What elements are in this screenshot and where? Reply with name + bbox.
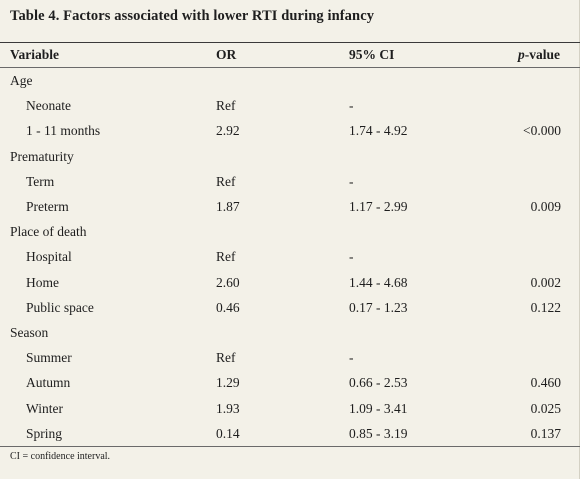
cell-variable: Term — [26, 173, 55, 189]
header-variable: Variable — [10, 47, 60, 62]
group-row: Prematurity — [0, 144, 580, 169]
header-or: OR — [216, 47, 237, 62]
cell-variable: Spring — [26, 425, 63, 441]
cell-or: 1.29 — [216, 375, 240, 391]
cell-or: 2.60 — [216, 274, 240, 290]
cell-ci: - — [349, 350, 354, 366]
cell-or: Ref — [216, 173, 236, 189]
table-footnote: CI = confidence interval. — [10, 451, 111, 462]
cell-variable: Place of death — [10, 224, 87, 240]
header-p-suffix: -value — [524, 47, 560, 62]
cell-variable: Hospital — [26, 249, 72, 265]
cell-or: Ref — [216, 98, 236, 114]
table-row: Home 2.60 1.44 - 4.68 0.002 — [0, 270, 580, 295]
cell-p-value: 0.002 — [530, 274, 561, 290]
table-title: Table 4. Factors associated with lower R… — [10, 8, 375, 24]
cell-variable: Winter — [26, 400, 63, 416]
cell-variable: Preterm — [26, 199, 69, 214]
cell-ci: 1.17 - 2.99 — [349, 199, 408, 214]
cell-ci: - — [349, 173, 354, 189]
table-row: Summer Ref - — [0, 345, 580, 370]
table-row: Preterm 1.87 1.17 - 2.99 0.009 — [0, 194, 580, 219]
cell-or: 1.93 — [216, 400, 240, 416]
cell-ci: 1.09 - 3.41 — [349, 400, 408, 416]
cell-p-value: 0.025 — [530, 400, 561, 416]
header-ci: 95% CI — [349, 47, 395, 62]
cell-ci: - — [349, 249, 354, 265]
table-row: Neonate Ref - — [0, 93, 580, 118]
cell-variable: 1 - 11 months — [26, 123, 101, 139]
header-rule — [0, 67, 580, 68]
cell-ci: 0.66 - 2.53 — [349, 375, 408, 391]
cell-ci: - — [349, 98, 354, 114]
group-row: Age — [0, 68, 580, 93]
top-rule — [0, 42, 580, 43]
cell-or: Ref — [216, 350, 236, 366]
cell-variable: Season — [10, 325, 49, 340]
cell-or: 0.46 — [216, 299, 240, 315]
cell-p-value: 0.460 — [530, 375, 561, 391]
cell-p-value: 0.137 — [530, 425, 561, 441]
cell-ci: 0.85 - 3.19 — [349, 425, 408, 441]
cell-or: 2.92 — [216, 123, 240, 139]
cell-ci: 1.74 - 4.92 — [349, 123, 408, 139]
table-row: Hospital Ref - — [0, 244, 580, 269]
cell-variable: Autumn — [26, 375, 71, 391]
cell-or: Ref — [216, 249, 236, 265]
header-p-italic: p — [518, 47, 525, 62]
cell-variable: Neonate — [26, 98, 71, 114]
cell-p-value: <0.000 — [523, 123, 561, 139]
table-row: Spring 0.14 0.85 - 3.19 0.137 — [0, 421, 580, 446]
cell-ci: 1.44 - 4.68 — [349, 274, 408, 290]
cell-variable: Summer — [26, 350, 72, 366]
bottom-rule — [0, 446, 580, 447]
table-row: Winter 1.93 1.09 - 3.41 0.025 — [0, 396, 580, 421]
cell-ci: 0.17 - 1.23 — [349, 299, 408, 315]
cell-variable: Home — [26, 274, 59, 290]
group-row: Place of death — [0, 219, 580, 244]
table-row: Term Ref - — [0, 169, 580, 194]
table-row: Autumn 1.29 0.66 - 2.53 0.460 — [0, 370, 580, 395]
table-row: 1 - 11 months 2.92 1.74 - 4.92 <0.000 — [0, 118, 580, 143]
table-row: Public space 0.46 0.17 - 1.23 0.122 — [0, 295, 580, 320]
cell-variable: Age — [10, 73, 33, 88]
header-p-value: p-value — [518, 44, 560, 66]
cell-variable: Public space — [26, 299, 94, 315]
cell-or: 0.14 — [216, 425, 240, 441]
cell-variable: Prematurity — [10, 148, 74, 164]
cell-p-value: 0.122 — [530, 299, 561, 315]
cell-or: 1.87 — [216, 199, 240, 214]
cell-p-value: 0.009 — [530, 199, 561, 214]
group-row: Season — [0, 320, 580, 345]
